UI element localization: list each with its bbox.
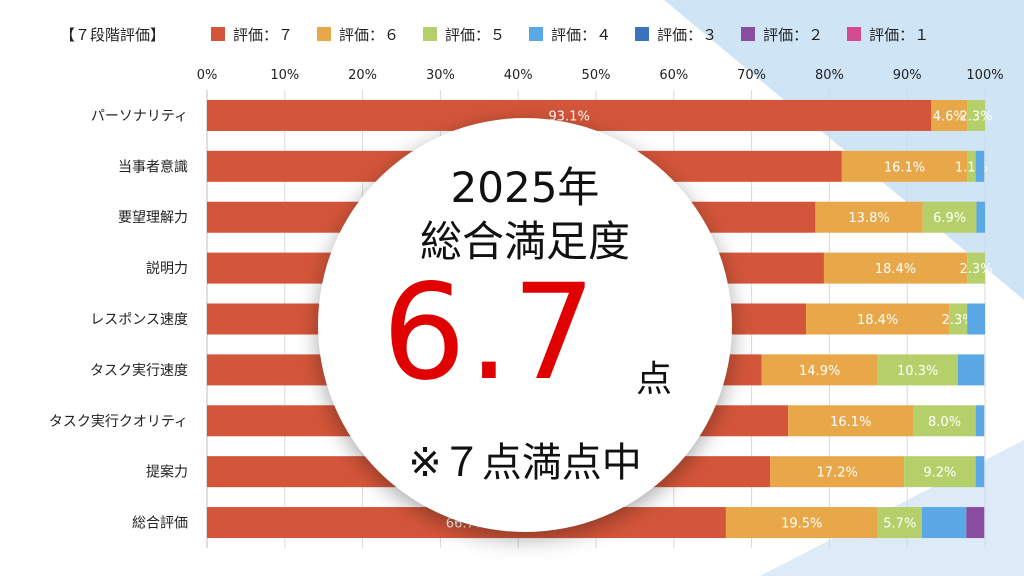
satisfaction-badge: 2025年 総合満足度 6.7 点 ※７点満点中 [318, 118, 732, 532]
x-tick-label: 70% [737, 68, 766, 83]
bar-segment [725, 507, 878, 539]
data-label: 17.2% [817, 466, 858, 481]
x-tick-label: 10% [270, 68, 299, 83]
data-label: 13.8% [848, 211, 889, 226]
category-label: タスク実行速度 [90, 363, 188, 379]
bar-segment [761, 354, 878, 386]
bar-segment [913, 405, 976, 437]
badge-title: 総合満足度 [419, 217, 630, 266]
bar-segment [966, 507, 985, 539]
x-tick-label: 0% [197, 68, 218, 83]
legend-swatch [635, 27, 650, 41]
bar-segment [806, 303, 950, 335]
legend-swatch [211, 27, 226, 41]
bar-segment [921, 507, 967, 539]
bar-segment [931, 99, 968, 131]
legend-title: 【７段階評価】 [60, 25, 166, 44]
data-label: 4.6% [933, 109, 966, 124]
legend-label: 評価：２ [763, 25, 824, 44]
data-label: 8.0% [928, 415, 961, 430]
data-label: 5.7% [883, 517, 916, 532]
legend-item: 評価：５ [423, 24, 505, 45]
bar-segment [975, 150, 985, 182]
legend-swatch [847, 27, 862, 41]
legend-swatch [741, 27, 756, 41]
data-label: 6.9% [933, 211, 966, 226]
bar-segment [975, 405, 985, 437]
bar-segment [957, 354, 985, 386]
bar-segment [975, 456, 985, 488]
data-label: 2.3% [960, 109, 993, 124]
x-tick-label: 60% [659, 68, 688, 83]
legend-items: 評価：７ 評価：６ 評価：５ 評価：４ 評価：３ 評価：２ 評価：１ [211, 24, 953, 45]
legend-swatch [317, 27, 332, 41]
bar-segment [823, 252, 968, 284]
bar-segment [815, 201, 923, 233]
bar-segment [841, 150, 968, 182]
legend-label: 評価：４ [551, 25, 612, 44]
data-label: 16.1% [884, 160, 925, 175]
bar-segment [976, 201, 985, 233]
bar-segment [967, 99, 985, 131]
data-label: 19.5% [781, 517, 822, 532]
bar-segment [967, 150, 976, 182]
legend-label: 評価：７ [233, 25, 294, 44]
badge-score: 6.7 [382, 256, 598, 410]
data-label: 10.3% [897, 364, 938, 379]
data-label: 16.1% [830, 415, 871, 430]
legend-item: 評価：２ [741, 24, 823, 45]
legend-swatch [423, 27, 438, 41]
category-label: タスク実行クオリティ [49, 414, 188, 430]
bar-segment [922, 201, 977, 233]
data-label: 9.2% [923, 466, 956, 481]
legend-label: 評価：１ [869, 25, 930, 44]
category-label: パーソナリティ [91, 108, 188, 124]
x-tick-label: 80% [815, 68, 844, 83]
legend-swatch [529, 27, 544, 41]
x-tick-label: 50% [582, 68, 611, 83]
category-label: 提案力 [146, 464, 188, 481]
category-label: レスポンス速度 [90, 312, 188, 328]
x-tick-label: 100% [966, 68, 1003, 83]
x-tick-label: 40% [504, 68, 533, 83]
x-tick-label: 30% [426, 68, 455, 83]
legend-label: 評価：５ [445, 25, 506, 44]
bar-segment [967, 303, 985, 335]
x-tick-label: 20% [348, 68, 377, 83]
data-label: 18.4% [875, 262, 916, 277]
legend-item: 評価：１ [847, 24, 929, 45]
bar-segment [788, 405, 914, 437]
badge-unit: 点 [636, 359, 673, 400]
legend: 【７段階評価】 評価：７ 評価：６ 評価：５ 評価：４ 評価：３ 評価：２ 評価：１ [60, 22, 953, 46]
legend-item: 評価：６ [317, 24, 399, 45]
category-label: 説明力 [146, 261, 188, 277]
data-label: 14.9% [799, 364, 840, 379]
legend-item: 評価：７ [211, 24, 293, 45]
badge-note: ※７点満点中 [408, 440, 642, 486]
legend-item: 評価：４ [529, 24, 611, 45]
x-tick-label: 90% [893, 68, 922, 83]
legend-label: 評価：３ [657, 25, 718, 44]
data-label: 2.3% [942, 313, 975, 328]
legend-label: 評価：６ [339, 25, 400, 44]
bar-segment [770, 456, 905, 488]
bar-segment [904, 456, 976, 488]
legend-item: 評価：３ [635, 24, 717, 45]
badge-year: 2025年 [450, 163, 600, 212]
category-label: 要望理解力 [118, 210, 188, 226]
bar-segment [877, 507, 922, 539]
data-label: 18.4% [857, 313, 898, 328]
bar-segment [949, 303, 968, 335]
category-label: 当事者意識 [118, 158, 188, 175]
bar-segment [967, 252, 985, 284]
category-label: 総合評価 [132, 516, 188, 532]
bar-segment [877, 354, 958, 386]
data-label: 2.3% [960, 262, 993, 277]
